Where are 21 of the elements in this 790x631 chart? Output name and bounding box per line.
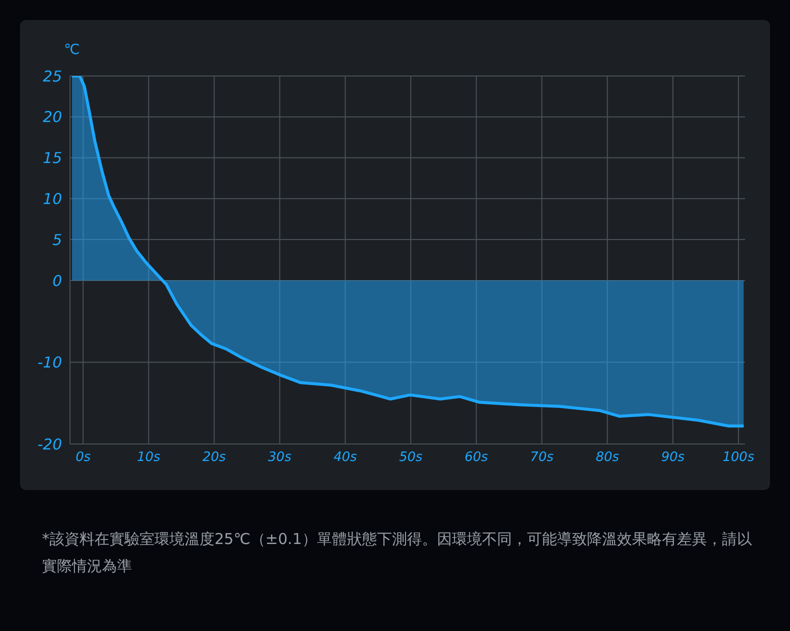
x-tick-label: 30s [268,450,292,466]
y-tick-label: -10 [38,354,62,372]
x-tick-label: 40s [334,450,358,466]
x-tick-label: 60s [464,450,488,466]
x-tick-label: 20s [202,450,226,466]
y-axis-title: ℃ [64,42,80,58]
x-tick-label: 100s [722,450,754,466]
y-tick-label: 5 [52,230,62,249]
text: *該資料在實驗室環境溫度25℃（±0.1）單體狀態下測得。因環境不同，可能導致降溫效果略有差異，請以實際情況為準 [42,529,752,577]
x-tick-label: 0s [76,450,91,466]
x-tick-label: 70s [530,450,554,466]
x-tick-label: 50s [399,450,423,466]
x-tick-label: 80s [596,450,620,466]
y-tick-label: -20 [38,435,62,454]
y-tick-label: 20 [42,108,62,126]
y-tick-label: 15 [42,149,62,168]
x-tick-label: 90s [661,450,685,466]
y-tick-label: 10 [42,190,62,208]
y-tick-label: 25 [42,67,62,86]
x-tick-label: 10s [136,450,161,466]
y-tick-label: 0 [52,272,62,290]
